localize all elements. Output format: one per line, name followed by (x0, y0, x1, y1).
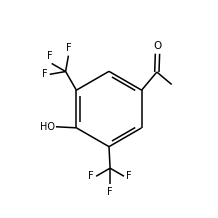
Text: HO: HO (40, 122, 55, 132)
Text: F: F (47, 51, 53, 61)
Text: F: F (88, 171, 94, 181)
Text: F: F (66, 43, 71, 53)
Text: F: F (41, 69, 47, 79)
Text: F: F (107, 187, 113, 197)
Text: F: F (126, 171, 132, 181)
Text: O: O (153, 41, 162, 51)
